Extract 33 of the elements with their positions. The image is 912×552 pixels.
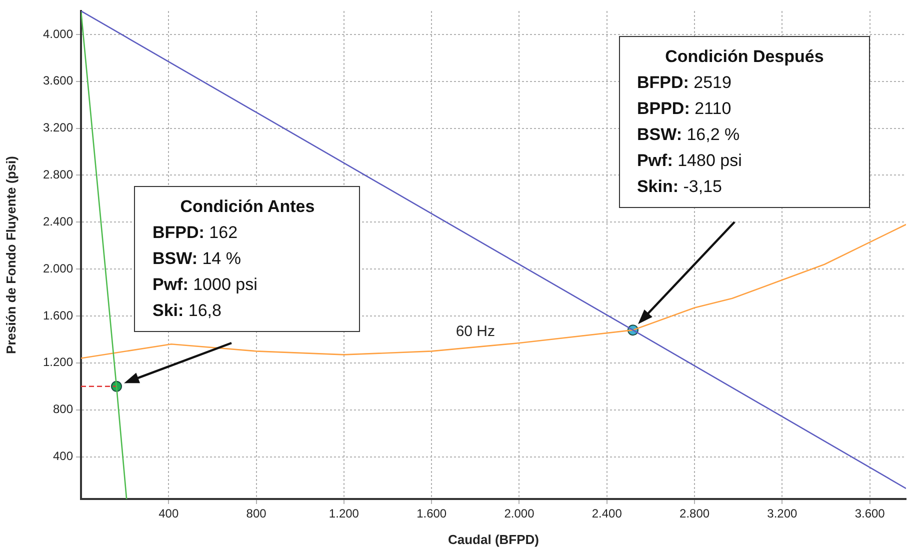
y-tick-label: 1.200	[42, 355, 74, 370]
annotation: BSW: 14 %	[152, 248, 241, 270]
y-tick-label: 3.200	[42, 120, 74, 135]
x-tick-label: 2.800	[680, 506, 710, 521]
annotation: Pwf: 1480 psi	[636, 150, 742, 172]
annotation: BPPD: 2110	[636, 98, 732, 120]
x-axis-title: Caudal (BFPD)	[448, 532, 539, 547]
series-label: 60 Hz	[454, 323, 496, 340]
y-tick-label: 2.400	[42, 214, 74, 228]
annotation: Condición Antes	[179, 196, 316, 218]
y-tick-label: 2.800	[42, 168, 74, 182]
x-tick-label: 400	[158, 506, 179, 521]
x-tick-label: 2.000	[504, 506, 535, 521]
y-tick-label: 1.600	[42, 308, 74, 322]
annotation: Condición Después	[664, 46, 825, 68]
x-tick-label: 2.400	[592, 506, 622, 521]
annotation: Pwf: 1000 psi	[152, 274, 258, 296]
y-tick-label: 3.600	[42, 74, 74, 88]
x-tick-label: 800	[246, 506, 267, 521]
y-tick-label: 2.000	[42, 261, 74, 276]
y-tick-label: 4.000	[42, 26, 74, 41]
annotation: BFPD: 162	[152, 222, 238, 244]
x-tick-label: 1.200	[328, 506, 360, 521]
y-axis-title: Presión de Fondo Fluyente (psi)	[3, 156, 18, 354]
y-tick-label: 400	[52, 449, 74, 464]
x-tick-label: 3.200	[767, 506, 798, 521]
x-tick-label: 1.600	[416, 506, 447, 521]
y-tick-label: 800	[52, 402, 74, 416]
x-tick-label: 3.600	[854, 506, 886, 521]
annotation: BFPD: 2519	[636, 72, 732, 94]
annotation: Skin: -3,15	[636, 176, 722, 198]
annotation: Ski: 16,8	[152, 300, 222, 322]
annotation: BSW: 16,2 %	[636, 124, 740, 146]
